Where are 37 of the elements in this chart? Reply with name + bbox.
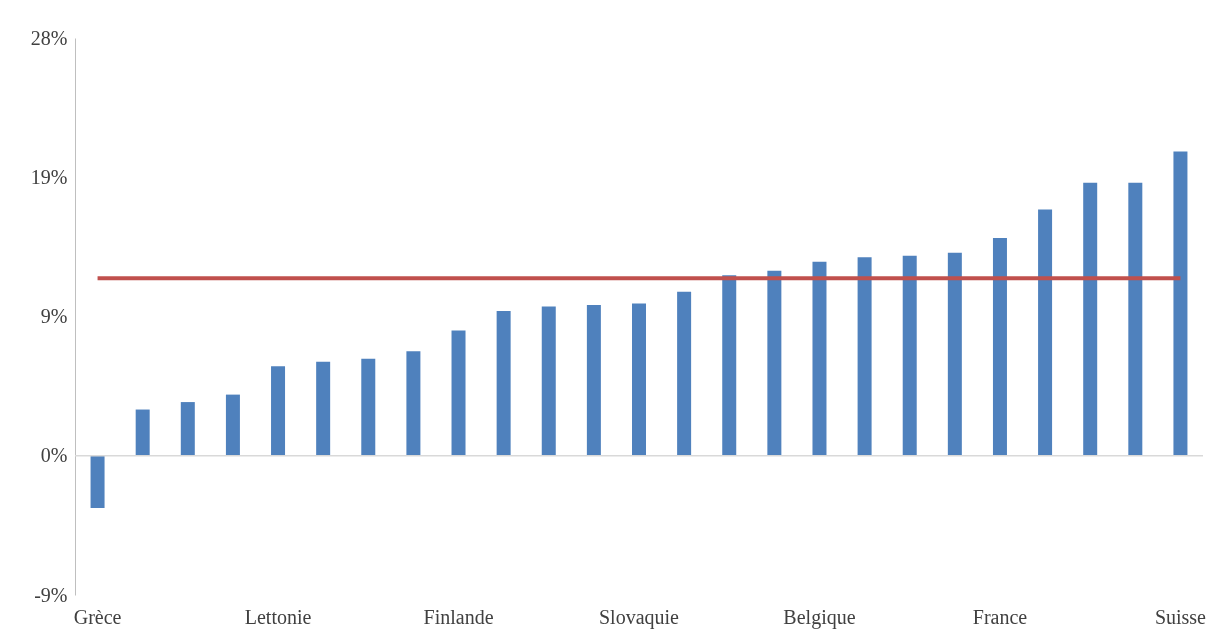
x-tick-label: Finlande [423,605,494,628]
bar [135,409,150,456]
x-tick-label: Slovaquie [599,605,680,629]
bar [1128,182,1143,456]
bar [225,394,240,456]
y-tick-label: -9% [34,583,68,606]
bar [947,252,962,456]
bar [632,303,646,456]
bar [1173,151,1188,456]
bar [361,358,376,456]
bar [586,305,601,456]
bar [541,306,556,456]
bar [316,361,331,456]
x-tick-label: Suisse [1154,605,1207,628]
bar [1083,182,1098,456]
bar [677,291,692,456]
y-tick-label: 19% [30,165,68,188]
bar [812,261,827,456]
x-tick-label: Grèce [73,605,122,628]
bar [90,455,105,509]
bar [1038,209,1053,456]
bar [271,366,286,456]
bar [992,237,1007,456]
bar [496,311,511,456]
x-tick-label: Lettonie [244,605,312,628]
x-tick-label: France [972,605,1028,628]
x-tick-label: Belgique [783,605,856,629]
bar [451,330,466,456]
bar [857,257,872,456]
bar [180,402,195,456]
y-tick-label: 28% [30,26,68,49]
bar [767,270,782,456]
bar [902,255,917,456]
y-tick-label: 9% [40,305,68,328]
y-tick-label: 0% [40,444,68,467]
bar [722,275,737,456]
bar [406,351,421,456]
